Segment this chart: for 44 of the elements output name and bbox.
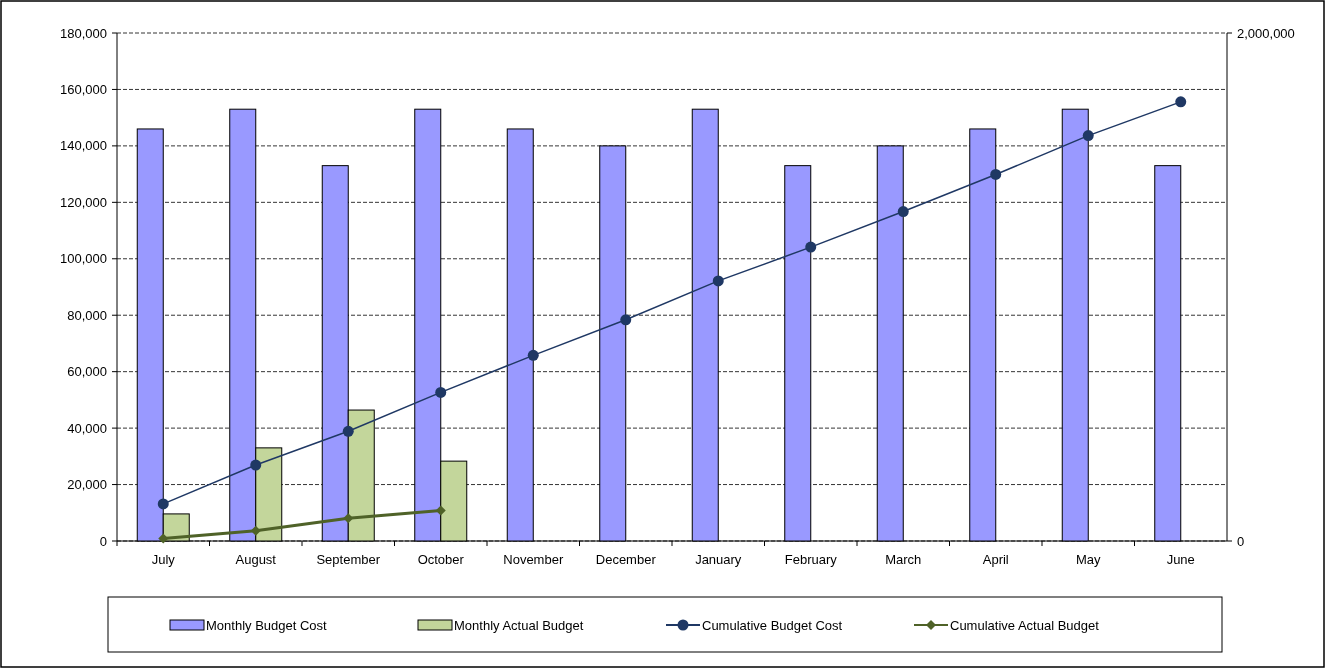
y2-tick-label: 2,000,000 — [1237, 25, 1295, 41]
x-tick-label: October — [417, 552, 465, 567]
y-tick-label: 160,000 — [60, 81, 107, 97]
x-tick-label: January — [695, 552, 742, 567]
point — [620, 314, 632, 326]
point — [342, 425, 354, 437]
x-tick-label: September — [316, 552, 381, 567]
legend-label: Cumulative Actual Budget — [950, 617, 1100, 633]
y-tick-label: 20,000 — [67, 477, 107, 493]
point — [158, 533, 169, 544]
point — [1082, 130, 1094, 142]
x-tick-label: April — [982, 552, 1009, 567]
legend-label: Monthly Budget Cost — [206, 617, 328, 633]
point — [1175, 96, 1187, 108]
x-tick-label: December — [595, 552, 657, 567]
y-tick-label: 100,000 — [60, 251, 107, 267]
point — [157, 498, 169, 510]
y-tick-label: 40,000 — [67, 420, 107, 436]
point — [343, 513, 354, 524]
y2-tick-label: 0 — [1237, 533, 1245, 549]
x-tick-label: July — [151, 552, 176, 567]
point — [897, 206, 909, 218]
y-tick-label: 60,000 — [67, 364, 107, 380]
legend-label: Cumulative Budget Cost — [702, 617, 843, 633]
x-tick-label: May — [1075, 552, 1102, 567]
y-tick-label: 80,000 — [67, 307, 107, 323]
point — [435, 505, 446, 516]
x-tick-label: August — [235, 552, 277, 567]
x-tick-label: November — [503, 552, 564, 567]
y-tick-label: 180,000 — [60, 25, 107, 41]
point — [250, 525, 261, 536]
point — [527, 349, 539, 361]
y-tick-label: 140,000 — [60, 138, 107, 154]
point — [435, 386, 447, 398]
legend-label: Monthly Actual Budget — [454, 617, 584, 633]
point — [712, 275, 724, 287]
x-tick-label: March — [885, 552, 922, 567]
point — [805, 241, 817, 253]
point — [250, 459, 262, 471]
x-tick-label: June — [1166, 552, 1195, 567]
x-tick-label: February — [784, 552, 838, 567]
point — [990, 168, 1002, 180]
y-tick-label: 120,000 — [60, 194, 107, 210]
y-tick-label: 0 — [99, 533, 107, 549]
